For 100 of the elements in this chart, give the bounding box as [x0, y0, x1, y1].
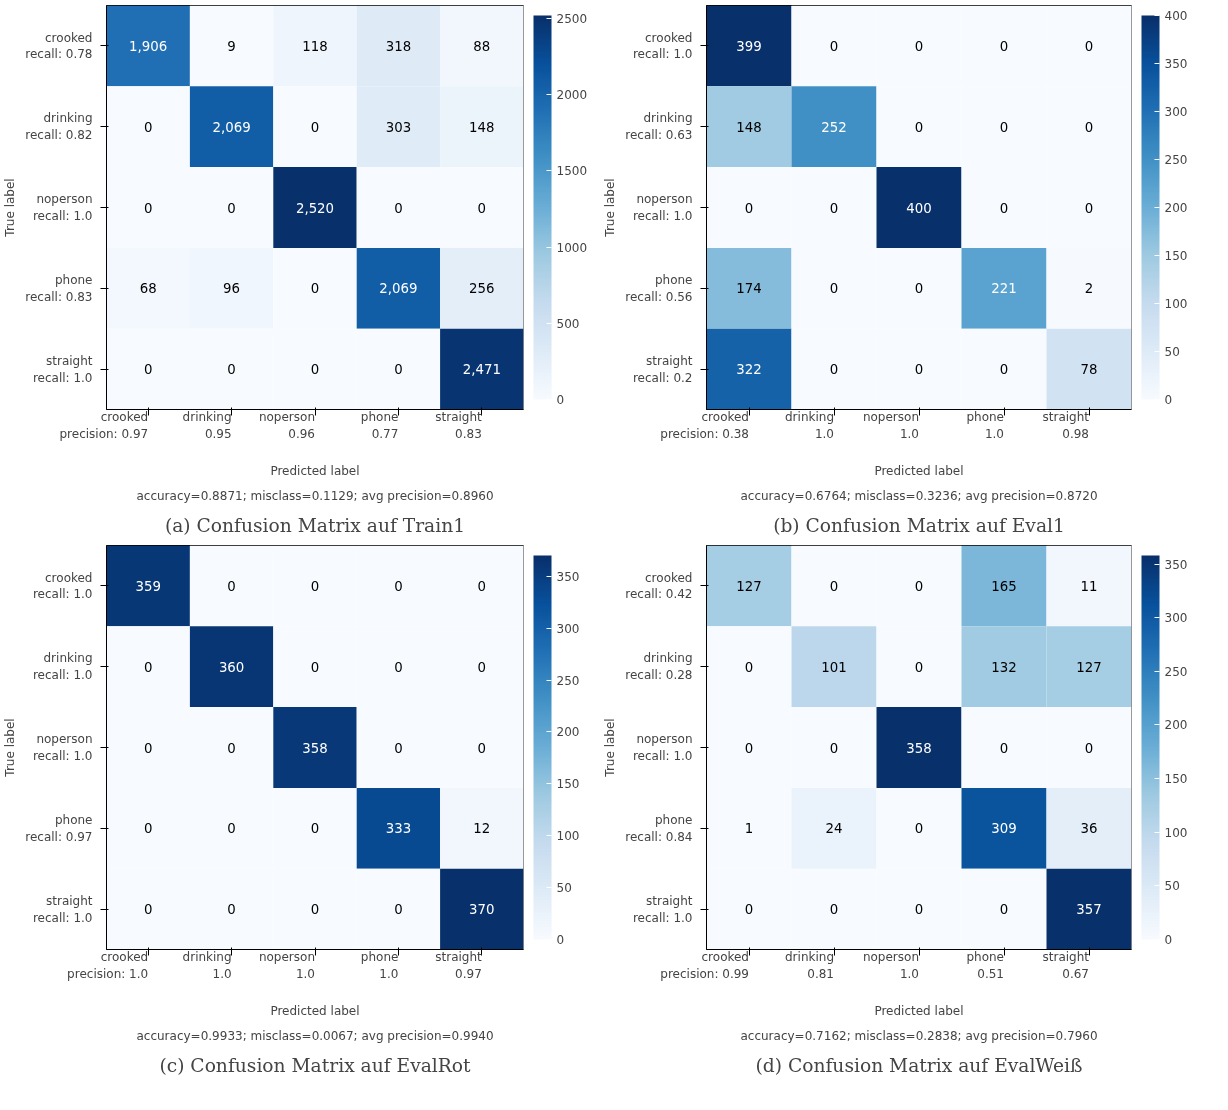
- data-label: 0: [829, 200, 839, 216]
- data-label: 127: [736, 578, 762, 594]
- data-label: 0: [999, 740, 1009, 756]
- data-label: 12: [473, 821, 491, 837]
- data-label: 0: [227, 821, 236, 837]
- data-label: 0: [394, 362, 403, 378]
- data-label: 0: [394, 740, 403, 756]
- y-tick-label: crooked recall: 0.42: [625, 570, 693, 602]
- data-label: 0: [829, 362, 839, 378]
- x-tick-label: drinking 1.0: [182, 950, 232, 981]
- data-label: 0: [143, 119, 153, 135]
- data-label: 0: [143, 659, 153, 675]
- data-label: 0: [143, 200, 153, 216]
- color-bar-label: 350: [1164, 57, 1188, 71]
- x-tick-label: phone 0.77: [360, 410, 399, 441]
- data-label: 0: [914, 119, 924, 135]
- data-label: 132: [991, 659, 1017, 675]
- data-label: 309: [991, 821, 1017, 837]
- data-label: 0: [394, 578, 403, 594]
- y-tick-label: drinking recall: 1.0: [32, 651, 93, 683]
- color-bar-label: 50: [1164, 345, 1180, 359]
- data-label: 318: [385, 38, 412, 54]
- data-label: 0: [914, 902, 924, 918]
- data-label: 88: [473, 38, 491, 54]
- data-label: 0: [744, 200, 754, 216]
- color-bar-label: 350: [1164, 557, 1188, 572]
- data-label: 0: [999, 200, 1009, 216]
- data-label: 1,906: [129, 38, 168, 54]
- x-tick-label: crooked precision: 0.38: [660, 410, 750, 441]
- x-tick-label: drinking 0.81: [785, 950, 834, 981]
- data-label: 0: [310, 362, 320, 378]
- x-tick-label: phone 1.0: [966, 410, 1005, 441]
- x-tick-label: drinking 1.0: [785, 410, 835, 441]
- data-label: 1: [744, 821, 754, 837]
- data-label: 24: [825, 821, 843, 837]
- data-label: 0: [999, 38, 1009, 54]
- data-label: 127: [1076, 659, 1102, 675]
- data-label: 252: [821, 119, 847, 135]
- color-bar-label: 2500: [556, 12, 588, 27]
- data-label: 2,471: [462, 362, 501, 378]
- y-axis-title: True label: [603, 718, 618, 778]
- x-tick-label: noperson 0.96: [258, 410, 316, 441]
- text: (b) Confusion Matrix auf Eval1: [773, 514, 1065, 536]
- text: accuracy=0.6764; misclass=0.3236; avg precision=0.8720: [740, 488, 1098, 503]
- color-bar-label: 100: [556, 829, 580, 844]
- y-tick-label: noperson recall: 1.0: [32, 732, 93, 763]
- color-bar-label: 400: [1164, 9, 1188, 23]
- x-axis-title: Predicted label: [270, 1004, 360, 1019]
- y-tick-label: drinking recall: 0.82: [25, 111, 93, 143]
- data-label: 0: [310, 119, 320, 135]
- data-label: 0: [310, 902, 320, 918]
- data-label: 0: [143, 821, 153, 837]
- data-label: 0: [914, 821, 924, 837]
- data-label: 0: [227, 740, 236, 756]
- data-label: 9: [227, 38, 236, 54]
- data-label: 221: [991, 281, 1017, 297]
- data-label: 0: [999, 119, 1009, 135]
- data-label: 0: [744, 659, 754, 675]
- x-tick-label: noperson 1.0: [862, 410, 920, 441]
- y-axis-title: True label: [3, 178, 18, 238]
- data-label: 0: [829, 902, 839, 918]
- color-bar-label: 200: [1164, 718, 1188, 733]
- data-label: 0: [1084, 38, 1094, 54]
- data-label: 357: [1076, 902, 1102, 918]
- data-label: 68: [139, 281, 157, 297]
- color-bar-label: 250: [1164, 153, 1188, 167]
- data-label: 0: [394, 659, 403, 675]
- color-bar-label: 300: [1164, 105, 1188, 119]
- data-label: 333: [385, 821, 412, 837]
- x-tick-label: noperson 1.0: [258, 950, 316, 981]
- color-bar-label: 250: [1164, 664, 1188, 679]
- text: (a) Confusion Matrix auf Train1: [164, 514, 466, 536]
- color-bar-label: 200: [556, 725, 580, 740]
- text: (c) Confusion Matrix auf EvalRot: [159, 1054, 472, 1076]
- y-tick-label: straight recall: 1.0: [32, 353, 93, 385]
- text: accuracy=0.9933; misclass=0.0067; avg precision=0.9940: [136, 1028, 494, 1043]
- data-label: 96: [223, 281, 241, 297]
- data-label: 174: [736, 281, 762, 297]
- data-label: 0: [310, 821, 320, 837]
- y-tick-label: drinking recall: 0.63: [625, 111, 693, 143]
- y-tick-label: straight recall: 1.0: [632, 893, 693, 925]
- y-tick-label: phone recall: 0.97: [25, 812, 93, 844]
- data-label: 322: [736, 362, 762, 378]
- data-label: 0: [829, 578, 839, 594]
- color-bar-label: 150: [1164, 772, 1188, 787]
- x-axis-title: Predicted label: [874, 1004, 964, 1019]
- data-label: 0: [999, 362, 1009, 378]
- data-label: 0: [477, 740, 487, 756]
- data-label: 400: [906, 200, 932, 216]
- color-bar-label: 150: [556, 777, 580, 792]
- data-label: 0: [143, 902, 153, 918]
- color-bar-label: 0: [556, 933, 565, 947]
- data-label: 0: [310, 659, 320, 675]
- data-label: 78: [1080, 362, 1098, 378]
- data-label: 358: [302, 740, 328, 756]
- data-label: 0: [394, 902, 403, 918]
- color-bar-label: 350: [556, 569, 580, 584]
- text: accuracy=0.7162; misclass=0.2838; avg precision=0.7960: [740, 1028, 1098, 1043]
- y-tick-label: crooked recall: 1.0: [632, 30, 693, 62]
- data-label: 399: [736, 38, 762, 54]
